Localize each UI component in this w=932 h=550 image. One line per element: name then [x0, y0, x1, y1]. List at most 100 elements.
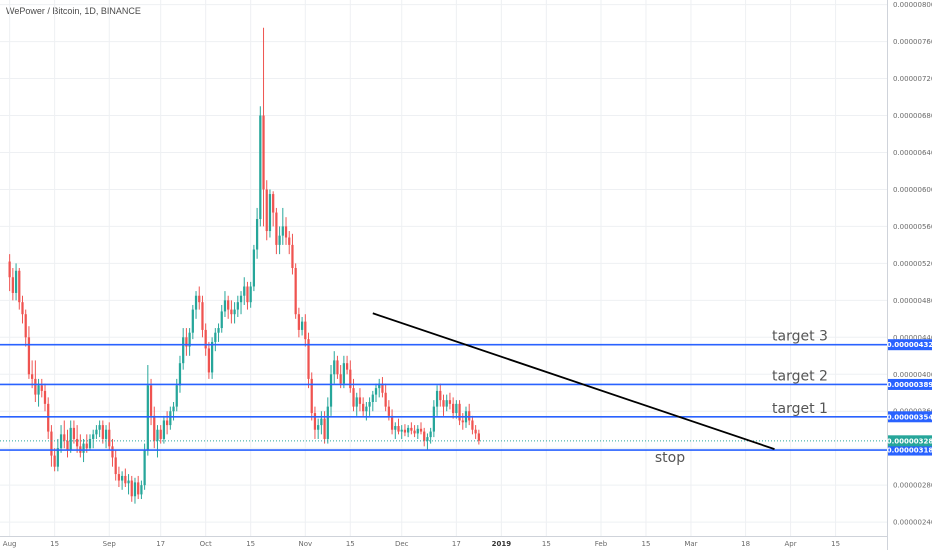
candle-body [88, 438, 92, 449]
candle-body [419, 428, 423, 432]
candle-body [223, 300, 227, 312]
y-tick-label: 0.00000680 [893, 112, 932, 120]
candle-body [210, 341, 214, 373]
candle-body [477, 433, 480, 441]
y-axis: 0.00000800 0.00000760 0.00000720 0.00000680… [887, 0, 932, 550]
y-tick-label: 0.00000560 [893, 223, 932, 231]
candle-body [201, 302, 204, 330]
trendline [372, 312, 775, 450]
candle-body [432, 406, 435, 432]
candle-body [120, 475, 124, 481]
candle-body [246, 286, 249, 303]
y-tick-label: 0.00000480 [893, 297, 932, 305]
candle-body [442, 400, 445, 407]
x-axis: Aug 15 Sep 17 Oct 15 Nov 15 Dec 17 2019 15 Feb 15 Mar 1… [0, 536, 887, 548]
y-tick-label: 0.00000400 [893, 371, 932, 379]
candle-body [43, 390, 47, 404]
candle-body [371, 394, 374, 402]
candle-body [220, 311, 223, 329]
level-price-tag [888, 378, 932, 390]
candle-body [243, 286, 246, 296]
x-tick-label: Feb [595, 540, 608, 548]
candle-body [435, 390, 439, 407]
candle-body [368, 402, 371, 407]
candle-body [149, 385, 153, 416]
level-price-label: 0.00000354 [887, 413, 932, 421]
candle-body [117, 474, 121, 481]
candle-body [239, 295, 243, 303]
candle-body [407, 427, 410, 433]
candle-body [429, 431, 432, 438]
candle-body [329, 374, 333, 407]
candles [8, 27, 480, 504]
candle-body [66, 440, 69, 451]
y-tick-label: 0.00000440 [893, 334, 932, 342]
candle-body [146, 385, 149, 451]
x-tick-label: 15 [50, 540, 59, 548]
level-annotation: target 2 [772, 368, 828, 384]
candle-body [268, 194, 272, 232]
x-tick-label: 15 [542, 540, 551, 548]
candle-body [426, 437, 429, 441]
candle-body [304, 321, 307, 340]
candle-body [259, 115, 262, 220]
candle-body [137, 482, 140, 495]
y-tick-label: 0.00000520 [893, 260, 932, 268]
candle-body [124, 475, 127, 484]
candle-body [69, 427, 72, 451]
candle-body [101, 425, 104, 439]
candle-body [326, 406, 329, 439]
x-tick-label: 15 [246, 540, 255, 548]
candle-body [323, 418, 326, 439]
candle-body [95, 429, 98, 435]
level-price-tag [888, 444, 932, 456]
candle-body [439, 390, 442, 401]
candle-body [410, 427, 413, 431]
candle-body [284, 226, 288, 238]
candle-body [169, 411, 172, 426]
candle-body [474, 429, 477, 434]
candle-body [8, 261, 11, 278]
x-tick-label: Oct [200, 540, 212, 548]
level-annotation: target 1 [772, 401, 828, 417]
candle-body [85, 443, 88, 449]
candle-body [252, 249, 256, 287]
candle-body [452, 403, 455, 414]
candle-body [191, 309, 194, 333]
x-tick-label: Apr [785, 540, 797, 548]
candle-body [461, 420, 464, 423]
candle-body [400, 429, 403, 432]
candle-body [300, 321, 304, 330]
candle-body [98, 425, 101, 430]
candle-body [281, 226, 284, 236]
candle-body [172, 406, 175, 412]
level-price-tag [888, 411, 932, 423]
candle-body [397, 426, 400, 432]
candle-body [108, 429, 111, 447]
x-tick-label: 17 [452, 540, 461, 548]
candle-body [204, 329, 207, 349]
candle-body [104, 429, 108, 439]
candle-body [297, 314, 301, 330]
candle-body [182, 337, 185, 364]
candle-body [471, 420, 474, 430]
trendline-line [372, 312, 775, 450]
candle-body [40, 385, 43, 391]
level-annotation: target 3 [772, 329, 828, 345]
candle-body [403, 429, 407, 433]
candle-body [140, 485, 143, 495]
candle-body [130, 480, 133, 497]
candle-body [11, 277, 14, 293]
candle-body [153, 415, 156, 441]
y-tick-label: 0.00000600 [893, 186, 932, 194]
candle-body [374, 388, 378, 395]
candle-body [178, 363, 182, 386]
candle-body [352, 388, 355, 407]
candle-body [262, 115, 265, 190]
candle-body [455, 403, 458, 414]
candle-body [82, 443, 85, 453]
candle-body [310, 378, 313, 414]
candle-body [207, 348, 211, 373]
candle-body [50, 431, 53, 456]
level-price-label: 0.00000318 [887, 447, 932, 455]
